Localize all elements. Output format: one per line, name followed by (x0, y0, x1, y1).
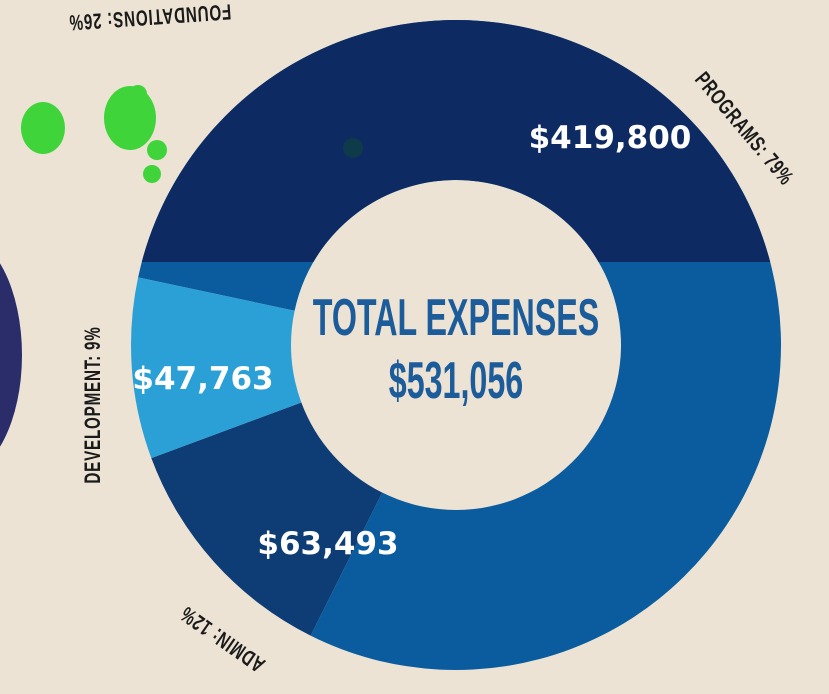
side-shape (0, 263, 22, 447)
category-label: ADMIN: 12% (175, 602, 269, 678)
donut-slice (131, 277, 302, 459)
value-label: $419,800 (529, 120, 692, 156)
paint-splatter (21, 85, 167, 183)
category-label: DEVELOPMENT: 9% (80, 326, 104, 483)
splatter-dot (343, 138, 363, 158)
value-label: $63,493 (257, 526, 398, 562)
annotation: FOUNDATIONS: 26% (68, 0, 232, 35)
value-label: $47,763 (132, 361, 273, 397)
donut-slice (151, 402, 383, 636)
ring-shade (130, 20, 781, 262)
center-title: TOTAL EXPENSES (313, 289, 600, 347)
center-total: $531,056 (389, 352, 523, 410)
